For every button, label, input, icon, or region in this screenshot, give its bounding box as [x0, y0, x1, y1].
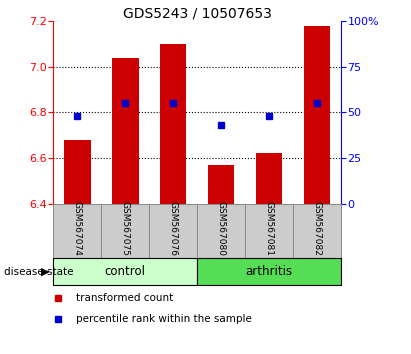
Title: GDS5243 / 10507653: GDS5243 / 10507653	[123, 6, 272, 20]
Bar	[64, 140, 90, 204]
Bar	[112, 58, 139, 204]
Bar	[149, 204, 197, 258]
Bar	[53, 204, 102, 258]
Bar	[197, 204, 245, 258]
Bar	[293, 204, 341, 258]
Text: disease state: disease state	[4, 267, 74, 277]
Text: GSM567080: GSM567080	[217, 201, 226, 256]
Bar	[245, 204, 293, 258]
Text: control: control	[105, 265, 146, 278]
Text: percentile rank within the sample: percentile rank within the sample	[76, 314, 252, 325]
Bar	[304, 26, 330, 204]
Bar	[53, 258, 197, 285]
Text: transformed count: transformed count	[76, 293, 173, 303]
Text: ▶: ▶	[41, 267, 49, 277]
Bar	[208, 165, 234, 204]
Text: GSM567076: GSM567076	[169, 201, 178, 256]
Text: GSM567074: GSM567074	[73, 201, 82, 256]
Text: arthritis: arthritis	[246, 265, 293, 278]
Bar	[102, 204, 149, 258]
Text: GSM567075: GSM567075	[121, 201, 130, 256]
Bar	[160, 44, 187, 204]
Bar	[197, 258, 341, 285]
Text: GSM567082: GSM567082	[313, 201, 322, 256]
Bar	[256, 153, 282, 204]
Text: GSM567081: GSM567081	[265, 201, 274, 256]
